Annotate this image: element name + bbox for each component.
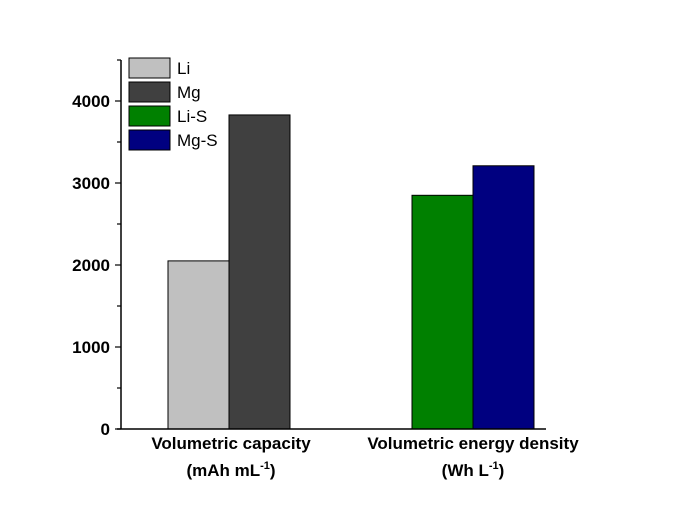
legend-swatch-mg <box>128 81 171 103</box>
legend-swatch-li <box>128 57 171 79</box>
category-label-2-line1: Volumetric energy density <box>367 434 579 453</box>
y-tick-label: 0 <box>101 420 110 439</box>
legend-label-li-s: Li-S <box>177 107 207 126</box>
bar-li <box>167 260 230 430</box>
bar-mg <box>228 114 291 430</box>
bar-mg-s <box>472 165 535 430</box>
y-tick-label: 2000 <box>72 256 110 275</box>
category-label-2-line2: (Wh L-1) <box>442 460 505 480</box>
legend-label-mg: Mg <box>177 83 201 102</box>
y-tick-label: 4000 <box>72 92 110 111</box>
bar-li-s <box>411 194 474 430</box>
legend-swatch-li-s <box>128 105 171 127</box>
legend-label-li: Li <box>177 59 190 78</box>
y-tick-label: 1000 <box>72 338 110 357</box>
category-label-1-line2: (mAh mL-1) <box>186 460 275 480</box>
y-tick-label: 3000 <box>72 174 110 193</box>
category-label-1-line1: Volumetric capacity <box>151 434 311 453</box>
legend-label-mg-s: Mg-S <box>177 131 218 150</box>
legend-swatch-mg-s <box>128 129 171 151</box>
